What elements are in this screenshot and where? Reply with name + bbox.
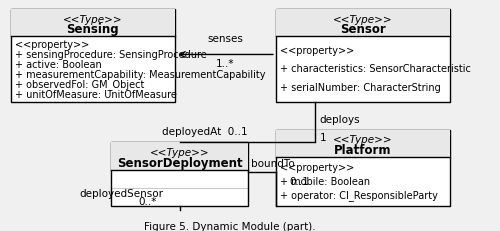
Text: <<property>>: <<property>> — [280, 46, 354, 55]
Text: + sensingProcedure: SensingProcedure: + sensingProcedure: SensingProcedure — [15, 49, 207, 59]
Text: Figure 5. Dynamic Module (part).: Figure 5. Dynamic Module (part). — [144, 221, 316, 231]
FancyBboxPatch shape — [276, 10, 450, 103]
Text: <<Type>>: <<Type>> — [63, 15, 122, 24]
Text: 1..*: 1..* — [216, 58, 235, 68]
Text: deployedAt  0..1: deployedAt 0..1 — [162, 127, 247, 137]
Text: + operator: CI_ResponsibleParty: + operator: CI_ResponsibleParty — [280, 190, 438, 201]
Text: + measurementCapability: MeasurementCapability: + measurementCapability: MeasurementCapa… — [15, 70, 266, 79]
Text: Sensing: Sensing — [66, 23, 119, 36]
Text: 0..1: 0..1 — [290, 177, 310, 187]
FancyBboxPatch shape — [111, 143, 248, 170]
FancyBboxPatch shape — [276, 130, 450, 158]
Text: <<Type>>: <<Type>> — [333, 135, 392, 145]
Text: 1: 1 — [320, 133, 326, 143]
FancyBboxPatch shape — [276, 10, 450, 37]
Text: + unitOfMeasure: UnitOfMeasure: + unitOfMeasure: UnitOfMeasure — [15, 90, 177, 100]
Text: Sensor: Sensor — [340, 23, 386, 36]
Text: <<Type>>: <<Type>> — [333, 15, 392, 24]
Text: + characteristics: SensorCharacteristic: + characteristics: SensorCharacteristic — [280, 64, 471, 74]
FancyBboxPatch shape — [10, 10, 175, 103]
FancyBboxPatch shape — [10, 10, 175, 37]
Text: <<property>>: <<property>> — [15, 39, 90, 49]
Text: SensorDeployment: SensorDeployment — [117, 156, 242, 169]
Text: + observedFoI: GM_Object: + observedFoI: GM_Object — [15, 79, 144, 90]
Text: boundTo: boundTo — [250, 158, 294, 168]
Text: <<property>>: <<property>> — [280, 162, 354, 172]
Text: + serialNumber: CharacterString: + serialNumber: CharacterString — [280, 83, 441, 93]
Text: Platform: Platform — [334, 143, 392, 156]
Text: + mobile: Boolean: + mobile: Boolean — [280, 176, 370, 186]
Text: deploys: deploys — [320, 115, 360, 125]
Text: senses: senses — [208, 34, 244, 44]
Text: 0..*: 0..* — [138, 196, 157, 206]
Text: + active: Boolean: + active: Boolean — [15, 60, 102, 70]
Text: <<Type>>: <<Type>> — [150, 147, 210, 158]
FancyBboxPatch shape — [111, 143, 248, 206]
Text: deployedSensor: deployedSensor — [79, 188, 163, 198]
FancyBboxPatch shape — [276, 130, 450, 206]
